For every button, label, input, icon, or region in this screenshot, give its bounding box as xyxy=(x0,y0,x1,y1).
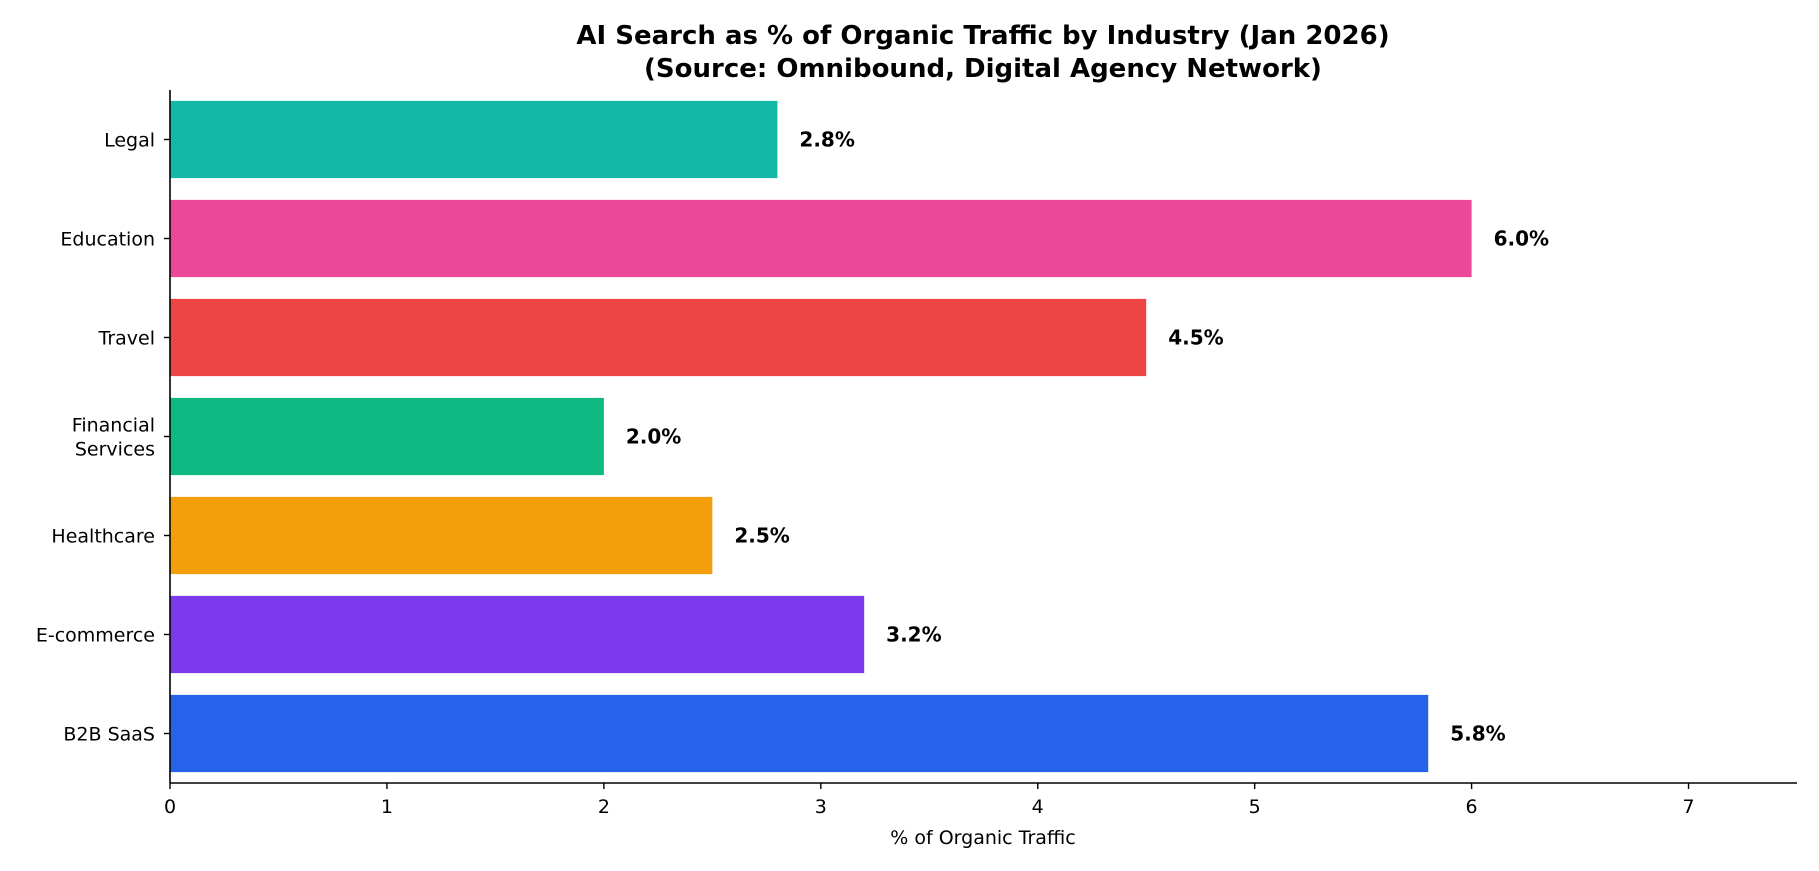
x-tick-label-6: 6 xyxy=(1466,796,1478,818)
x-tick-label-5: 5 xyxy=(1249,796,1261,818)
chart-title: AI Search as % of Organic Traffic by Ind… xyxy=(576,21,1389,51)
bar-1 xyxy=(170,595,865,674)
bar-6 xyxy=(170,100,778,179)
x-axis: 0 1 2 3 4 5 6 7 xyxy=(164,782,1797,818)
x-axis-label: % of Organic Traffic xyxy=(890,827,1075,849)
y-tick-label-5: Education xyxy=(60,229,155,251)
chart-subtitle: (Source: Omnibound, Digital Agency Netwo… xyxy=(644,54,1322,84)
x-tick-label-7: 7 xyxy=(1682,796,1694,818)
y-tick-label-6: Legal xyxy=(104,130,155,152)
data-label-4: 4.5% xyxy=(1168,326,1223,350)
data-label-2: 2.5% xyxy=(734,524,789,548)
y-tick-label-0: B2B SaaS xyxy=(63,724,155,746)
y-axis: B2B SaaS E-commerce Healthcare FinancialSer… xyxy=(36,90,171,783)
bar-3 xyxy=(170,397,604,476)
x-tick-label-0: 0 xyxy=(164,796,176,818)
x-tick-label-3: 3 xyxy=(815,796,827,818)
bar-4 xyxy=(170,298,1147,377)
bar-0 xyxy=(170,694,1429,773)
data-label-5: 6.0% xyxy=(1494,227,1549,251)
y-tick-label-2: Healthcare xyxy=(51,526,155,548)
x-tick-label-4: 4 xyxy=(1032,796,1044,818)
y-tick-label-3-line-1: Services xyxy=(75,439,155,461)
data-label-0: 5.8% xyxy=(1450,722,1505,746)
y-tick-label-4: Travel xyxy=(98,328,155,350)
bars-layer xyxy=(170,100,1472,773)
bar-2 xyxy=(170,496,713,575)
data-label-3: 2.0% xyxy=(626,425,681,449)
bar-5 xyxy=(170,199,1472,278)
x-tick-label-2: 2 xyxy=(598,796,610,818)
x-tick-label-1: 1 xyxy=(381,796,393,818)
data-label-1: 3.2% xyxy=(886,623,941,647)
data-labels-layer: 5.8% 3.2% 2.5% 2.0% 4.5% 6.0% 2.8% xyxy=(626,128,1549,746)
y-tick-label-1: E-commerce xyxy=(36,625,155,647)
data-label-6: 2.8% xyxy=(799,128,854,152)
y-tick-label-3-line-0: Financial xyxy=(72,415,155,437)
